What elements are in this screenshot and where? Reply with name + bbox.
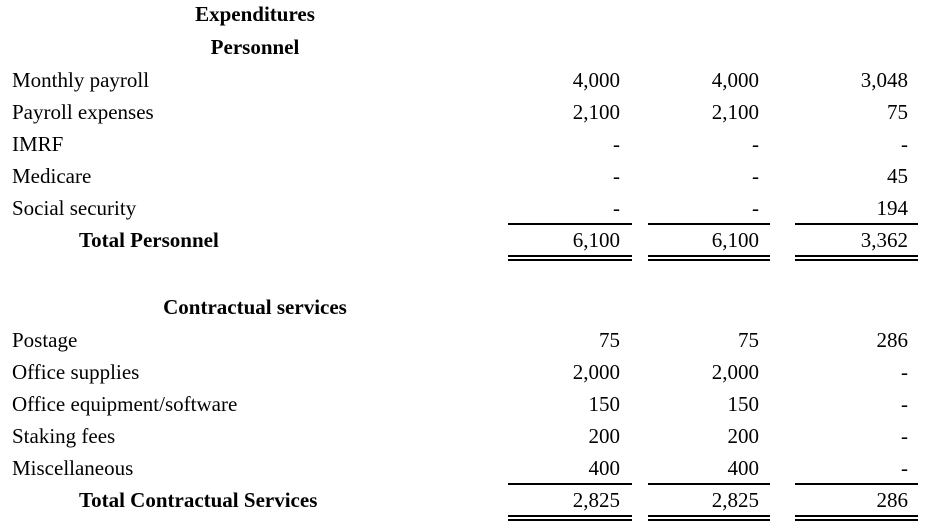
cell-value: - [901, 456, 908, 480]
cell-value: - [752, 132, 759, 156]
rule [795, 223, 918, 225]
total-value: 2,825 [711, 488, 759, 512]
cell-value: - [613, 196, 620, 220]
cell-value: 150 [727, 392, 760, 416]
cell-value: 75 [738, 328, 759, 352]
rule [648, 519, 770, 521]
rule [508, 483, 632, 485]
rule [508, 519, 632, 521]
rule [508, 223, 632, 225]
cell-value: 400 [588, 456, 621, 480]
rule [795, 483, 918, 485]
total-label: Total Personnel [79, 228, 219, 252]
rule [648, 255, 770, 257]
total-value: 6,100 [711, 228, 759, 252]
cell-value: - [613, 132, 620, 156]
section-title: Contractual services [163, 295, 347, 319]
cell-value: - [901, 360, 908, 384]
cell-value: 200 [588, 424, 621, 448]
cell-value: 4,000 [711, 68, 759, 92]
cell-value: 200 [727, 424, 760, 448]
rule [648, 483, 770, 485]
row-label: Payroll expenses [12, 100, 154, 124]
row-label: Postage [12, 328, 78, 352]
rule [795, 519, 918, 521]
cell-value: - [752, 196, 759, 220]
total-value: 286 [876, 488, 909, 512]
cell-value: 75 [599, 328, 620, 352]
cell-value: 2,100 [572, 100, 620, 124]
rule [648, 259, 770, 261]
rule [795, 255, 918, 257]
total-value: 6,100 [572, 228, 620, 252]
rule [508, 259, 632, 261]
section-title: Personnel [210, 35, 300, 59]
row-label: Staking fees [12, 424, 116, 448]
cell-value: 150 [588, 392, 621, 416]
row-label: Miscellaneous [12, 456, 134, 480]
cell-value: 2,100 [711, 100, 759, 124]
cell-value: 2,000 [711, 360, 759, 384]
total-label: Total Contractual Services [79, 488, 318, 512]
rule [508, 515, 632, 517]
cell-value: 75 [887, 100, 908, 124]
row-label: Monthly payroll [12, 68, 150, 92]
rule [648, 223, 770, 225]
cell-value: 286 [876, 328, 909, 352]
cell-value: - [901, 392, 908, 416]
row-label: Medicare [12, 164, 92, 188]
cell-value: - [901, 424, 908, 448]
cell-value: 4,000 [572, 68, 620, 92]
cell-value: 194 [876, 196, 909, 220]
section-header: Expenditures [195, 2, 315, 26]
row-label: Office equipment/software [12, 392, 238, 416]
total-value: 2,825 [572, 488, 620, 512]
cell-value: - [752, 164, 759, 188]
row-label: Social security [12, 196, 137, 220]
rule [648, 515, 770, 517]
cell-value: 3,048 [860, 68, 908, 92]
row-label: Office supplies [12, 360, 140, 384]
rule [508, 255, 632, 257]
cell-value: - [613, 164, 620, 188]
total-value: 3,362 [860, 228, 908, 252]
cell-value: 400 [727, 456, 760, 480]
rule [795, 259, 918, 261]
cell-value: 2,000 [572, 360, 620, 384]
row-label: IMRF [12, 132, 64, 156]
rule [795, 515, 918, 517]
cell-value: - [901, 132, 908, 156]
cell-value: 45 [887, 164, 908, 188]
